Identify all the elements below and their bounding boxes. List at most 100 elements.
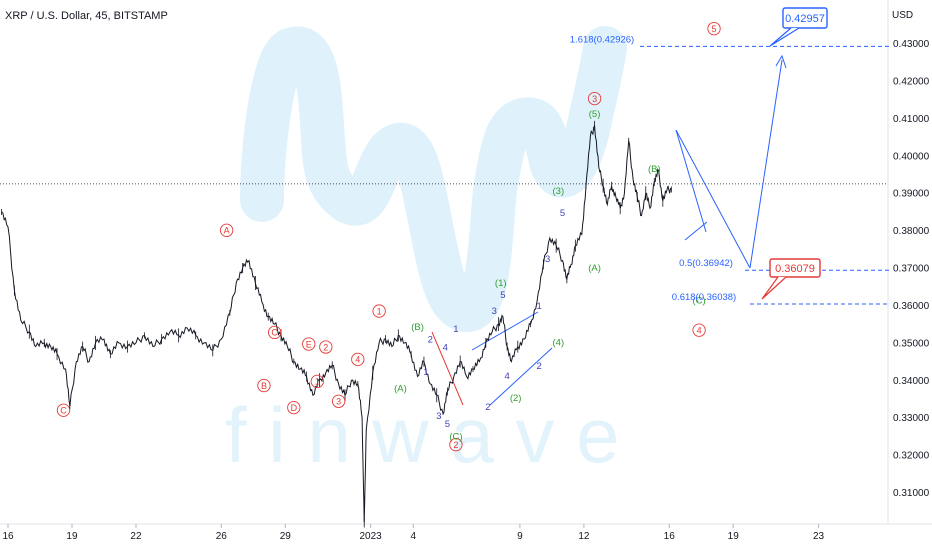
x-tick-label: 12 — [578, 531, 590, 542]
wave-label-circle — [267, 325, 282, 340]
wave-label: 3 — [436, 411, 441, 422]
fib-level-label: 0.5(0.36942) — [679, 258, 733, 269]
x-tick-label: 19 — [728, 531, 740, 542]
price-line — [1, 124, 672, 523]
y-tick-label: 0.37000 — [893, 264, 930, 275]
wave-label-circle — [692, 323, 706, 337]
wave-label: (C) — [692, 295, 705, 306]
y-tick-label: 0.31000 — [893, 488, 930, 499]
wave-label: A — [224, 226, 230, 236]
y-tick-label: 0.38000 — [893, 226, 930, 237]
wave-label: 4 — [443, 342, 448, 353]
wave-label-circle — [287, 400, 301, 415]
wave-label-circle — [302, 337, 316, 351]
wave-label: 3 — [492, 306, 497, 317]
fib-level-label: 1.618(0.42926) — [570, 34, 634, 45]
y-axis-ticks: 0.43000 0.42000 0.41000 0.40000 0.39000 0.380… — [893, 39, 930, 499]
wedge-upper-line — [675, 129, 707, 233]
wave-label: 3 — [336, 397, 341, 407]
wave-label: 1 — [315, 377, 320, 387]
x-tick-label: 16 — [664, 531, 676, 542]
chart-title: XRP / U.S. Dollar, 45, BITSTAMP — [5, 10, 168, 22]
wave-label: 5 — [445, 419, 450, 430]
wave-label: E — [306, 339, 312, 349]
finwave-logo-watermark — [240, 26, 627, 332]
wave-label-circle — [319, 340, 333, 354]
x-tick-label: 16 — [2, 531, 14, 542]
projection-up-line — [749, 59, 783, 269]
wave-label: (A) — [394, 383, 407, 394]
wave-label-circle — [257, 378, 271, 393]
finwave-watermark-text: f i n w a v e — [225, 391, 620, 479]
fib-level-label: 0.618(0.36038) — [672, 292, 736, 303]
y-tick-label: 0.35000 — [893, 338, 930, 349]
currency-label: USD — [892, 10, 913, 21]
wave-label: (B) — [411, 322, 424, 333]
wave-label: 1 — [453, 324, 458, 335]
x-tick-label: 19 — [66, 531, 78, 542]
projection-down-line — [675, 129, 751, 269]
wave-label: 3 — [592, 94, 597, 104]
wave-label: C — [271, 328, 278, 338]
wedge-lower-line — [684, 221, 708, 241]
x-tick-label: 22 — [130, 531, 142, 542]
x-tick-label: 26 — [216, 531, 228, 542]
y-tick-label: 0.33000 — [893, 413, 930, 424]
wave-label-circle — [372, 304, 386, 318]
wave-label: 2 — [428, 335, 433, 346]
y-tick-label: 0.40000 — [893, 151, 930, 162]
wave-label-circle — [331, 394, 346, 408]
chart-drawings — [431, 54, 787, 406]
wave-label: 4 — [697, 325, 702, 335]
price-callout-pointer — [761, 276, 787, 300]
y-tick-label: 0.41000 — [893, 114, 930, 125]
wave-label: (2) — [510, 393, 522, 404]
x-axis-ticks: 16 19 22 26 29 2023 4 9 12 16 19 23 — [2, 524, 825, 542]
wave-label-circle — [707, 21, 721, 36]
price-callout-pointer — [769, 27, 800, 47]
y-tick-label: 0.43000 — [893, 39, 930, 50]
x-tick-label: 4 — [410, 531, 416, 542]
price-callout-text: 0.36079 — [775, 263, 815, 275]
price-callouts: 0.42957 0.36079 — [761, 7, 828, 300]
wave-label-circle — [587, 91, 602, 106]
x-tick-label: 9 — [517, 531, 523, 542]
x-tick-label: 2023 — [359, 531, 382, 542]
wave-label: (1) — [495, 278, 507, 289]
wave-label: 4 — [355, 355, 360, 365]
wave-label: (A) — [588, 263, 601, 274]
channel-lower-line — [489, 347, 553, 406]
wave-label: B — [261, 381, 267, 391]
wave-labels: A B C D E 1 2 3 4 C 1 2 3 4 5 (B) (A) (C) (1) (2) (3) (4) (5) (… — [56, 21, 721, 452]
x-tick-label: 29 — [280, 531, 292, 542]
price-series — [1, 120, 672, 528]
y-tick-label: 0.39000 — [893, 189, 930, 200]
projection-arrowhead — [775, 54, 787, 69]
price-callout-box — [782, 7, 828, 29]
wave-label: C — [60, 406, 67, 416]
wave-label: 1 — [377, 306, 382, 316]
wave-label: (5) — [589, 109, 601, 120]
wave-label: 1 — [536, 301, 541, 312]
wave-label: 5 — [500, 290, 505, 301]
wave-label-circle — [56, 403, 71, 417]
wave-label: 2 — [485, 402, 490, 413]
wave-label-circle — [310, 374, 324, 389]
wave-c-line — [431, 331, 464, 406]
wave-label: D — [291, 403, 298, 413]
y-tick-label: 0.32000 — [893, 451, 930, 462]
wave-label: 2 — [536, 361, 541, 372]
wave-label-circle — [449, 437, 463, 452]
wave-label: 5 — [560, 208, 565, 219]
y-tick-label: 0.34000 — [893, 376, 930, 387]
price-callout-box — [769, 258, 821, 278]
x-tick-label: 23 — [813, 531, 825, 542]
wave-label-circle — [219, 223, 234, 237]
price-callout-text: 0.42957 — [785, 13, 825, 25]
wave-label: 2 — [453, 440, 458, 450]
wave-label: 2 — [323, 342, 328, 352]
wave-label-circle — [351, 352, 365, 366]
wave-label: (4) — [553, 337, 565, 348]
